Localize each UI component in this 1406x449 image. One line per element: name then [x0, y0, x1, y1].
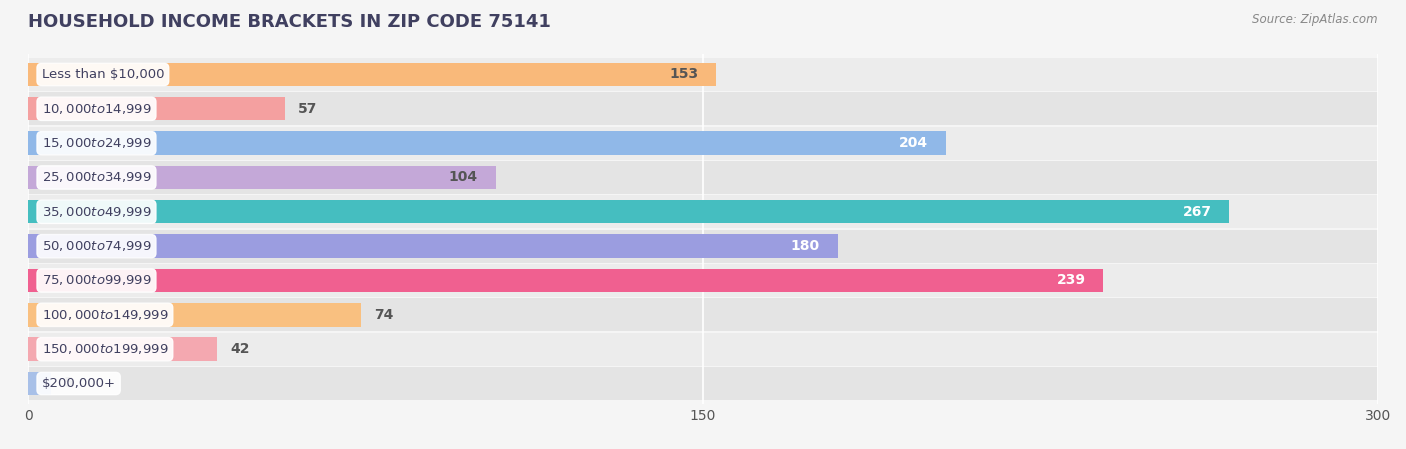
- Bar: [28, 97, 284, 120]
- Text: $10,000 to $14,999: $10,000 to $14,999: [42, 102, 152, 116]
- Bar: [28, 200, 1229, 224]
- Bar: [28, 298, 1378, 331]
- Bar: [28, 338, 217, 361]
- Text: 42: 42: [231, 342, 250, 356]
- Text: 153: 153: [669, 67, 699, 81]
- Text: $100,000 to $149,999: $100,000 to $149,999: [42, 308, 169, 322]
- Bar: [28, 234, 838, 258]
- Bar: [28, 161, 1378, 194]
- Bar: [28, 195, 1378, 228]
- Bar: [28, 92, 1378, 125]
- Text: HOUSEHOLD INCOME BRACKETS IN ZIP CODE 75141: HOUSEHOLD INCOME BRACKETS IN ZIP CODE 75…: [28, 13, 551, 31]
- Bar: [28, 372, 51, 395]
- Bar: [28, 58, 1378, 91]
- Text: 239: 239: [1056, 273, 1085, 287]
- Text: 74: 74: [374, 308, 394, 322]
- Bar: [28, 367, 1378, 400]
- Text: $200,000+: $200,000+: [42, 377, 115, 390]
- Text: $25,000 to $34,999: $25,000 to $34,999: [42, 171, 152, 185]
- Text: $35,000 to $49,999: $35,000 to $49,999: [42, 205, 152, 219]
- Bar: [28, 166, 496, 189]
- Text: 180: 180: [790, 239, 820, 253]
- Text: Source: ZipAtlas.com: Source: ZipAtlas.com: [1253, 13, 1378, 26]
- Text: 57: 57: [298, 102, 318, 116]
- Bar: [28, 230, 1378, 263]
- Bar: [28, 333, 1378, 365]
- Text: $50,000 to $74,999: $50,000 to $74,999: [42, 239, 152, 253]
- Bar: [28, 63, 717, 86]
- Text: $75,000 to $99,999: $75,000 to $99,999: [42, 273, 152, 287]
- Bar: [28, 303, 361, 326]
- Text: $15,000 to $24,999: $15,000 to $24,999: [42, 136, 152, 150]
- Text: 267: 267: [1182, 205, 1212, 219]
- Text: $150,000 to $199,999: $150,000 to $199,999: [42, 342, 169, 356]
- Text: 5: 5: [65, 377, 75, 391]
- Bar: [28, 132, 946, 155]
- Text: 204: 204: [898, 136, 928, 150]
- Text: Less than $10,000: Less than $10,000: [42, 68, 165, 81]
- Bar: [28, 127, 1378, 160]
- Bar: [28, 269, 1104, 292]
- Text: 104: 104: [449, 171, 478, 185]
- Bar: [28, 264, 1378, 297]
